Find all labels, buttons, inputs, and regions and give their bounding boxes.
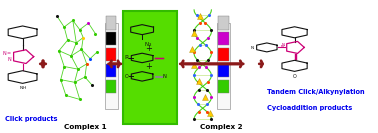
Point [70, 19, 76, 22]
Point [195, 111, 201, 113]
Point [194, 59, 200, 61]
Point [197, 22, 203, 24]
Point [191, 74, 197, 76]
Point [191, 31, 197, 34]
Bar [106, 48, 116, 61]
Point [77, 98, 83, 100]
Point [54, 15, 60, 18]
Bar [218, 48, 229, 61]
Text: $\mathsf{N{=}}$: $\mathsf{N{=}}$ [2, 49, 12, 57]
Point [84, 63, 90, 65]
Point [191, 96, 197, 98]
Point [85, 22, 91, 24]
Point [77, 29, 83, 31]
Text: Cycloaddition products: Cycloaddition products [267, 105, 352, 111]
Point [56, 50, 62, 52]
Text: Tandem Click/Alkynylation: Tandem Click/Alkynylation [267, 90, 364, 95]
Point [207, 111, 213, 114]
Text: $\mathsf{N}$: $\mathsf{N}$ [250, 44, 255, 51]
Point [203, 88, 209, 91]
Bar [106, 64, 116, 77]
Text: $\mathsf{O}$: $\mathsf{O}$ [292, 72, 297, 80]
Point [208, 29, 214, 31]
Point [208, 96, 214, 98]
Point [94, 51, 100, 53]
Point [195, 103, 201, 105]
Point [202, 95, 208, 98]
Point [73, 42, 79, 44]
Point [61, 26, 67, 28]
Text: $\mathsf{N}$: $\mathsf{N}$ [7, 55, 12, 63]
Text: N: N [163, 74, 167, 79]
Point [87, 58, 93, 60]
Point [208, 74, 214, 76]
Point [194, 37, 200, 39]
Text: $\mathsf{N_3}$: $\mathsf{N_3}$ [144, 40, 152, 49]
Point [191, 51, 197, 54]
Point [196, 88, 202, 91]
Text: +: + [145, 62, 152, 71]
Point [197, 15, 203, 18]
Point [203, 44, 209, 46]
Bar [106, 32, 116, 45]
Point [89, 84, 95, 86]
Point [195, 81, 201, 83]
Point [65, 39, 71, 41]
Text: Complex 2: Complex 2 [200, 124, 243, 130]
Point [203, 66, 209, 68]
Text: $\mathsf{N}$: $\mathsf{N}$ [281, 41, 286, 48]
Bar [123, 11, 177, 124]
Point [63, 94, 69, 97]
Point [80, 36, 86, 39]
Bar [106, 80, 116, 93]
Text: Complex 1: Complex 1 [64, 124, 106, 130]
Point [204, 111, 210, 113]
Point [92, 33, 98, 35]
Point [191, 29, 197, 31]
Point [191, 63, 197, 66]
Point [204, 103, 211, 105]
Bar [218, 16, 229, 30]
Bar [218, 80, 229, 93]
Point [82, 76, 88, 78]
Point [197, 44, 203, 46]
Bar [106, 16, 116, 30]
Point [202, 22, 208, 24]
Point [205, 37, 211, 39]
Text: O: O [124, 74, 128, 79]
Point [189, 47, 195, 50]
Bar [105, 23, 118, 109]
Text: R: R [124, 55, 128, 60]
Point [68, 55, 74, 57]
Point [208, 118, 214, 120]
Point [79, 48, 85, 50]
Bar [218, 64, 229, 77]
Point [196, 80, 202, 82]
Text: +: + [145, 44, 152, 53]
Point [206, 14, 212, 16]
Point [208, 51, 214, 54]
Point [75, 68, 81, 70]
Point [205, 59, 211, 61]
Point [196, 66, 202, 68]
Bar [218, 32, 229, 45]
Point [205, 81, 211, 83]
Point [58, 79, 64, 81]
Point [71, 81, 77, 83]
Text: $\mathsf{NH}$: $\mathsf{NH}$ [19, 84, 26, 91]
Point [61, 65, 67, 68]
Text: Click products: Click products [5, 116, 58, 122]
Point [194, 14, 200, 16]
Text: $\mathsf{N}$: $\mathsf{N}$ [280, 43, 285, 50]
Point [191, 118, 197, 120]
Bar [217, 23, 230, 109]
